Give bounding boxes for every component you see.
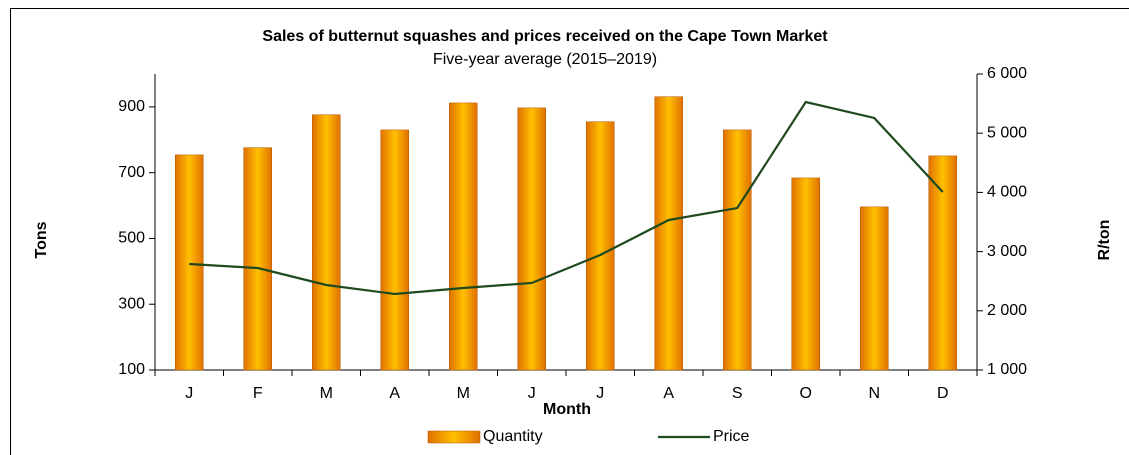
chart-subtitle: Five-year average (2015–2019): [433, 51, 657, 68]
bar: [449, 102, 478, 371]
x-tick-label: J: [596, 385, 604, 402]
y2-tick-label: 2 000: [987, 302, 1027, 319]
x-tick-label: D: [937, 385, 949, 402]
y2-tick-label: 3 000: [987, 243, 1027, 260]
bar: [586, 121, 615, 371]
chart-title: Sales of butternut squashes and prices r…: [262, 28, 828, 45]
x-tick-label: J: [185, 385, 193, 402]
legend-label: Quantity: [483, 428, 543, 445]
y-tick-label: 700: [118, 164, 145, 181]
bar: [175, 154, 204, 371]
bar: [243, 147, 272, 371]
y-tick-label: 900: [118, 98, 145, 115]
bar: [312, 114, 341, 371]
bar: [723, 129, 752, 371]
bar: [791, 177, 820, 371]
bar: [928, 155, 957, 371]
y2-tick-label: 6 000: [987, 65, 1027, 82]
bar: [517, 107, 546, 371]
y-axis-title: Tons: [33, 221, 50, 258]
x-tick-label: O: [800, 385, 812, 402]
y2-tick-label: 1 000: [987, 361, 1027, 378]
x-tick-label: A: [389, 385, 400, 402]
y2-tick-label: 5 000: [987, 124, 1027, 141]
x-axis-title: Month: [543, 401, 591, 418]
bar: [860, 206, 889, 371]
x-tick-label: A: [663, 385, 674, 402]
legend-swatch: [427, 430, 481, 444]
y-tick-label: 100: [118, 361, 145, 378]
legend-label: Price: [713, 428, 750, 445]
y2-axis-title: R/ton: [1096, 220, 1113, 261]
x-tick-label: N: [868, 385, 880, 402]
y-tick-label: 500: [118, 230, 145, 247]
x-tick-label: M: [457, 385, 470, 402]
y2-tick-label: 4 000: [987, 184, 1027, 201]
x-tick-label: S: [732, 385, 743, 402]
x-tick-label: J: [528, 385, 536, 402]
y-tick-label: 300: [118, 295, 145, 312]
price-line: [189, 100, 944, 296]
bar: [380, 129, 409, 371]
bar: [654, 96, 683, 371]
x-tick-label: M: [320, 385, 333, 402]
x-tick-label: F: [253, 385, 263, 402]
